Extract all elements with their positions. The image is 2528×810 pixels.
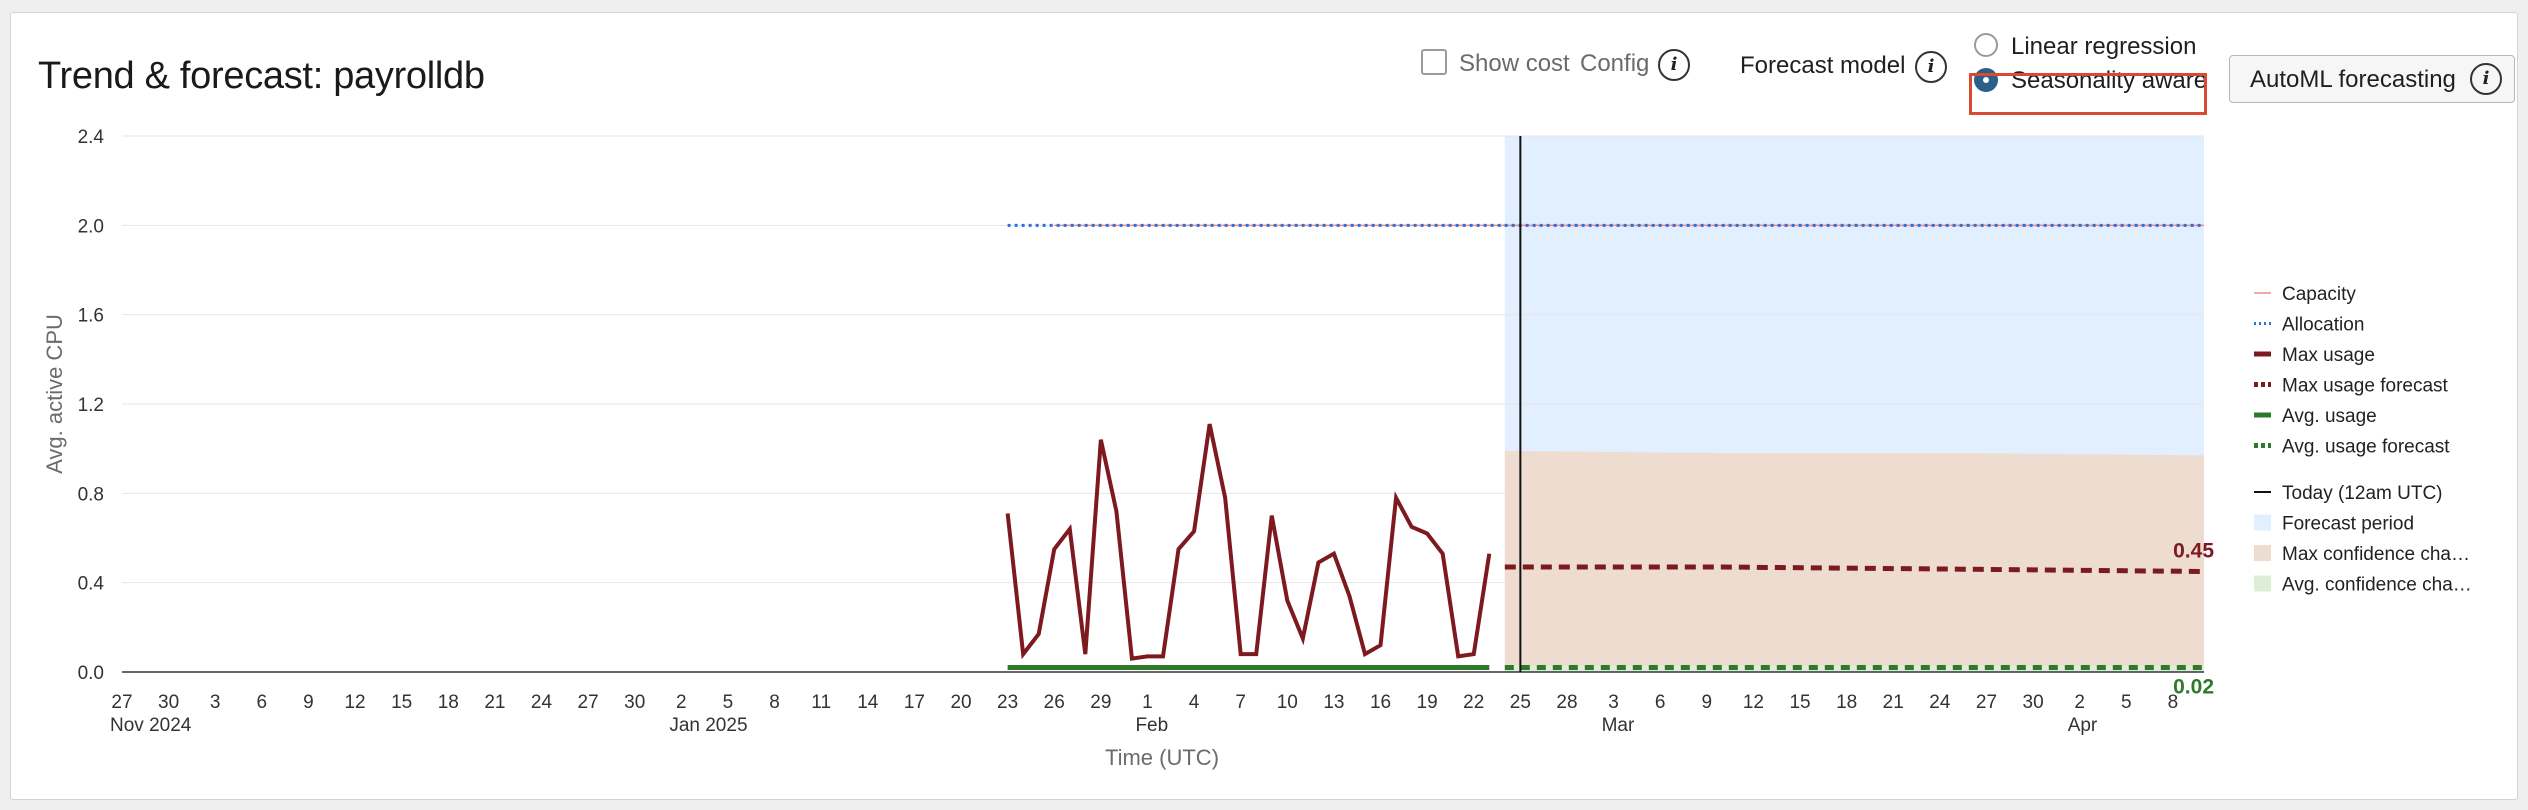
y-tick-label: 0.0: [78, 663, 104, 684]
x-tick-label: 9: [303, 692, 314, 713]
x-tick-label: 30: [624, 692, 645, 713]
legend-swatch: [2254, 576, 2271, 592]
x-tick-label: 27: [111, 692, 132, 713]
y-axis-title: Avg. active CPU: [42, 314, 67, 474]
x-tick-label: 1: [1142, 692, 1153, 713]
x-tick-sublabel: Nov 2024: [110, 715, 192, 736]
x-tick-label: 3: [210, 692, 221, 713]
x-tick-label: 15: [391, 692, 412, 713]
legend-item-label: Avg. confidence cha…: [2282, 575, 2472, 596]
legend-item-label: Max usage: [2282, 345, 2375, 366]
x-tick-label: 27: [1976, 692, 1997, 713]
x-tick-label: 20: [950, 692, 971, 713]
max-forecast-end-label: 0.45: [2173, 540, 2214, 563]
x-tick-label: 2: [676, 692, 687, 713]
x-tick-label: 23: [997, 692, 1018, 713]
x-tick-sublabel: Feb: [1135, 715, 1168, 736]
x-tick-label: 22: [1463, 692, 1484, 713]
legend-item-label: Today (12am UTC): [2282, 483, 2443, 504]
avg-forecast-end-label: 0.02: [2173, 676, 2214, 699]
x-tick-label: 2: [2074, 692, 2085, 713]
x-tick-label: 27: [578, 692, 599, 713]
legend-item-label: Avg. usage forecast: [2282, 437, 2450, 458]
x-tick-sublabel: Mar: [1602, 715, 1635, 736]
x-tick-label: 24: [531, 692, 553, 713]
y-tick-label: 2.0: [78, 216, 104, 237]
x-tick-label: 13: [1323, 692, 1344, 713]
x-tick-label: 9: [1702, 692, 1713, 713]
x-tick-label: 18: [438, 692, 459, 713]
x-tick-label: 16: [1370, 692, 1391, 713]
max-confidence-band: [1505, 451, 2204, 672]
x-tick-label: 30: [2023, 692, 2044, 713]
legend-item-label: Avg. usage: [2282, 406, 2377, 427]
y-tick-label: 0.8: [78, 484, 104, 505]
y-tick-label: 0.4: [78, 574, 105, 595]
x-tick-label: 29: [1090, 692, 1111, 713]
x-axis-title: Time (UTC): [1105, 745, 1219, 770]
y-tick-label: 2.4: [78, 127, 105, 148]
legend-swatch: [2254, 545, 2271, 561]
x-tick-label: 28: [1556, 692, 1577, 713]
x-tick-label: 21: [1883, 692, 1904, 713]
x-tick-label: 8: [2168, 692, 2179, 713]
x-tick-label: 3: [1608, 692, 1619, 713]
x-tick-label: 18: [1836, 692, 1857, 713]
x-tick-label: 12: [344, 692, 365, 713]
legend-item-label: Capacity: [2282, 284, 2356, 305]
x-tick-label: 19: [1417, 692, 1438, 713]
x-tick-label: 8: [769, 692, 780, 713]
legend-item-label: Max confidence cha…: [2282, 544, 2470, 565]
x-tick-label: 24: [1929, 692, 1951, 713]
x-tick-label: 11: [811, 692, 831, 713]
x-tick-label: 21: [484, 692, 505, 713]
x-tick-label: 5: [2121, 692, 2132, 713]
x-tick-label: 14: [857, 692, 879, 713]
x-tick-label: 5: [723, 692, 734, 713]
x-tick-label: 4: [1189, 692, 1200, 713]
x-tick-label: 25: [1510, 692, 1531, 713]
x-tick-label: 15: [1789, 692, 1810, 713]
x-tick-label: 7: [1235, 692, 1246, 713]
x-tick-label: 26: [1044, 692, 1065, 713]
x-tick-label: 30: [158, 692, 179, 713]
x-tick-label: 6: [257, 692, 268, 713]
x-tick-sublabel: Jan 2025: [669, 715, 747, 736]
legend-item-label: Max usage forecast: [2282, 376, 2449, 397]
legend-item-label: Forecast period: [2282, 514, 2414, 535]
x-tick-label: 10: [1277, 692, 1298, 713]
x-tick-label: 6: [1655, 692, 1666, 713]
y-tick-label: 1.2: [78, 395, 104, 416]
max-usage-line: [1008, 424, 1490, 658]
legend-item-label: Allocation: [2282, 315, 2364, 336]
x-tick-label: 12: [1743, 692, 1764, 713]
x-tick-sublabel: Apr: [2068, 715, 2098, 736]
legend-swatch: [2254, 515, 2271, 531]
x-tick-label: 17: [904, 692, 925, 713]
y-tick-label: 1.6: [78, 306, 104, 327]
